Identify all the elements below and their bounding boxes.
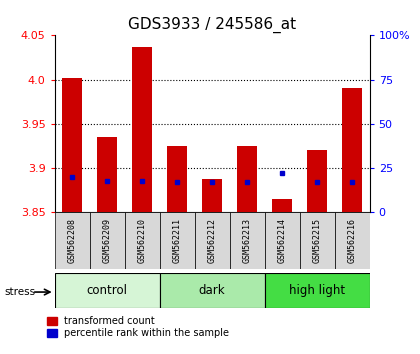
- Text: GSM562214: GSM562214: [278, 218, 286, 263]
- Bar: [265, 273, 370, 308]
- Legend: transformed count, percentile rank within the sample: transformed count, percentile rank withi…: [47, 316, 229, 338]
- Bar: [132, 47, 152, 212]
- Bar: [89, 212, 125, 269]
- Title: GDS3933 / 245586_at: GDS3933 / 245586_at: [128, 16, 296, 33]
- Bar: [237, 146, 257, 212]
- Bar: [342, 88, 362, 212]
- Text: GSM562210: GSM562210: [138, 218, 147, 263]
- Text: high light: high light: [289, 284, 345, 297]
- Bar: [194, 212, 230, 269]
- Text: GSM562216: GSM562216: [348, 218, 357, 263]
- Text: GSM562208: GSM562208: [68, 218, 76, 263]
- Bar: [230, 212, 265, 269]
- Bar: [335, 212, 370, 269]
- Bar: [63, 78, 82, 212]
- Bar: [299, 212, 335, 269]
- Text: dark: dark: [199, 284, 226, 297]
- Text: control: control: [87, 284, 128, 297]
- Text: GSM562209: GSM562209: [102, 218, 112, 263]
- Bar: [125, 212, 160, 269]
- Text: GSM562215: GSM562215: [312, 218, 322, 263]
- Bar: [55, 212, 89, 269]
- Bar: [97, 137, 117, 212]
- Text: GSM562211: GSM562211: [173, 218, 181, 263]
- Bar: [273, 199, 292, 212]
- Bar: [307, 150, 327, 212]
- Bar: [160, 273, 265, 308]
- Text: stress: stress: [4, 287, 35, 297]
- Bar: [168, 146, 187, 212]
- Bar: [160, 212, 194, 269]
- Bar: [202, 179, 222, 212]
- Bar: [55, 273, 160, 308]
- Text: GSM562212: GSM562212: [207, 218, 217, 263]
- Bar: [265, 212, 299, 269]
- Text: GSM562213: GSM562213: [243, 218, 252, 263]
